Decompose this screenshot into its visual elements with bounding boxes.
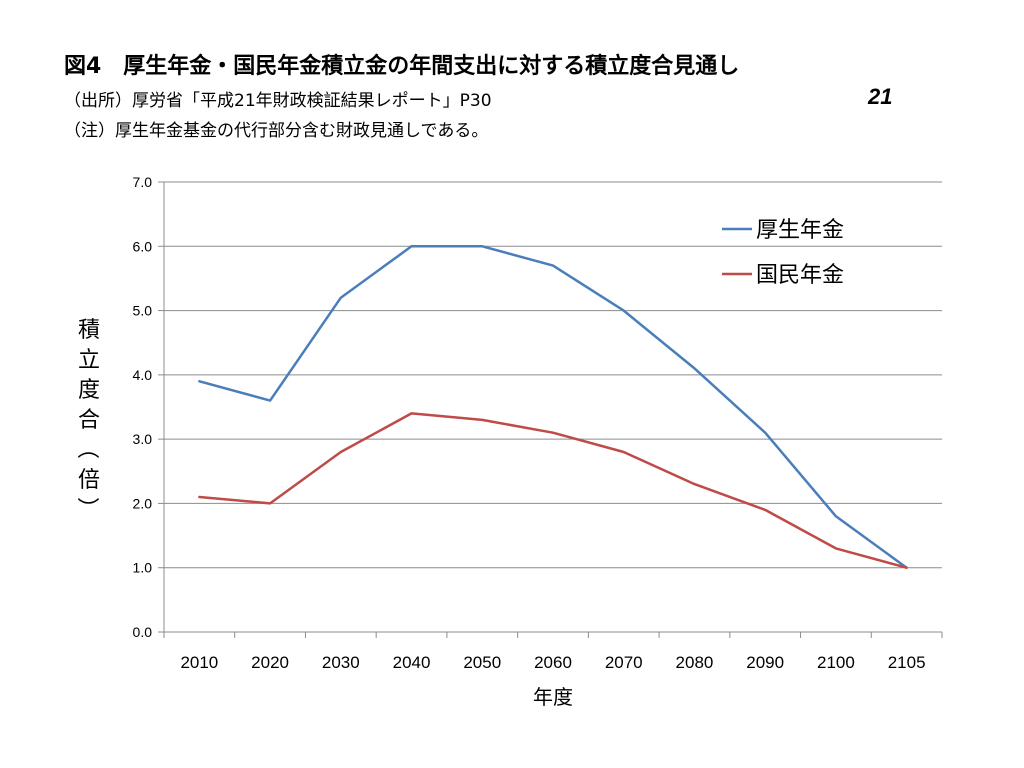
footnote: （注）厚生年金基金の代行部分含む財政見通しである。 bbox=[64, 121, 489, 141]
x-tick-label: 2020 bbox=[251, 653, 289, 672]
page-number: 21 bbox=[868, 84, 893, 109]
series-line-2 bbox=[198, 412, 908, 569]
slide-title: 図4 厚生年金・国民年金積立金の年間支出に対する積立度合見通し bbox=[64, 54, 740, 79]
y-axis-label-char: 度 bbox=[77, 378, 100, 403]
source-note: （出所）厚労省「平成21年財政検証結果レポート」P30 bbox=[64, 91, 492, 111]
x-tick-label: 2030 bbox=[322, 653, 360, 672]
y-axis-label-char: 合 bbox=[77, 408, 100, 433]
series-line-1 bbox=[198, 245, 908, 569]
y-tick-label: 5.0 bbox=[133, 303, 153, 319]
y-tick-label: 3.0 bbox=[133, 431, 153, 447]
y-tick-label: 4.0 bbox=[133, 367, 153, 383]
legend-label: 国民年金 bbox=[756, 263, 844, 288]
x-tick-label: 2040 bbox=[393, 653, 431, 672]
x-tick-label: 2080 bbox=[676, 653, 714, 672]
y-axis-label-char: 立 bbox=[77, 348, 100, 373]
x-tick-label: 2100 bbox=[817, 653, 855, 672]
y-tick-label: 7.0 bbox=[133, 174, 153, 190]
x-tick-label: 2070 bbox=[605, 653, 643, 672]
y-axis-label-char: 積 bbox=[77, 318, 100, 343]
y-tick-label: 6.0 bbox=[133, 238, 153, 254]
x-tick-label: 2105 bbox=[888, 653, 926, 672]
x-tick-label: 2050 bbox=[463, 653, 501, 672]
y-tick-label: 2.0 bbox=[133, 495, 153, 511]
y-tick-label: 1.0 bbox=[133, 560, 153, 576]
y-tick-label: 0.0 bbox=[133, 624, 153, 640]
legend-label: 厚生年金 bbox=[756, 218, 844, 243]
x-tick-label: 2090 bbox=[746, 653, 784, 672]
x-tick-label: 2060 bbox=[534, 653, 572, 672]
x-axis-title: 年度 bbox=[533, 685, 573, 709]
y-axis-label-char: 倍 bbox=[77, 468, 100, 493]
x-tick-label: 2010 bbox=[180, 653, 218, 672]
